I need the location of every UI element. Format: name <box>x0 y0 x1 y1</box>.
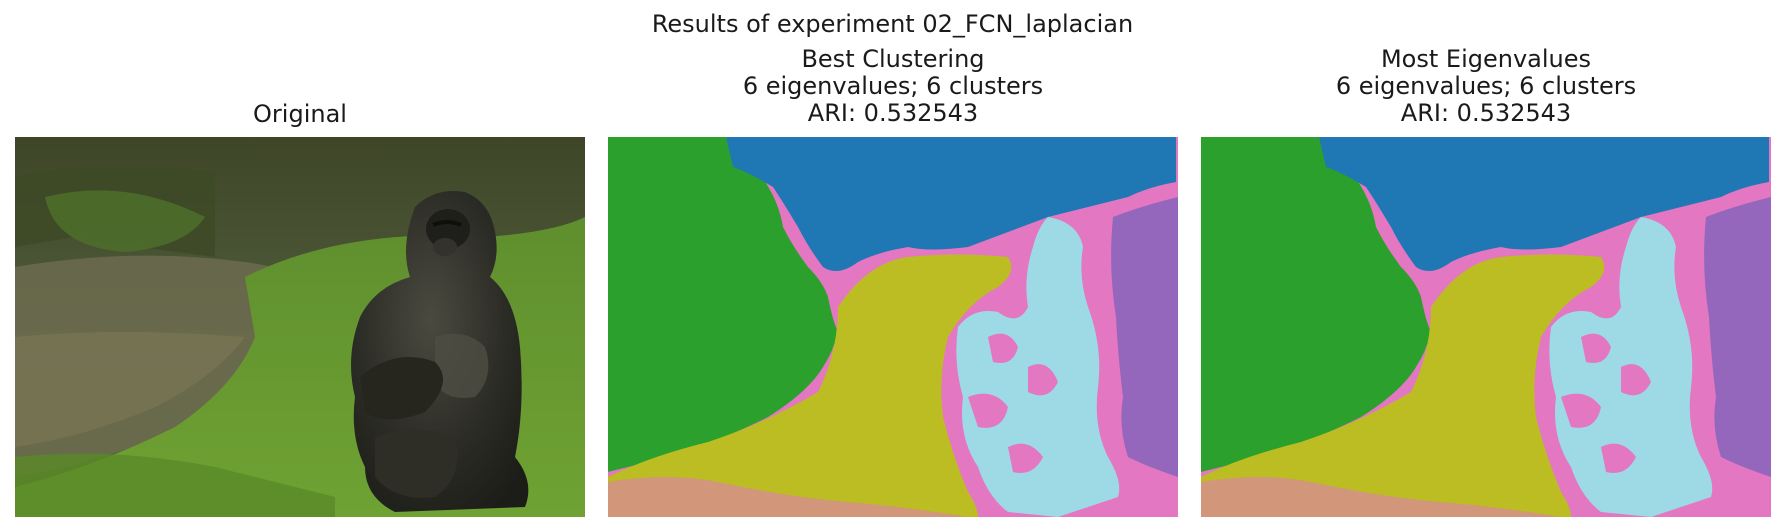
panel-title: Original <box>15 101 585 128</box>
figure-suptitle: Results of experiment 02_FCN_laplacian <box>651 10 1134 38</box>
panel-title-line: 6 eigenvalues; 6 clusters <box>742 72 1044 100</box>
cluster-map-best <box>608 137 1178 517</box>
original-image <box>15 137 585 517</box>
panel-title-line: Original <box>253 100 347 128</box>
panel-title-line: Most Eigenvalues <box>1380 45 1592 73</box>
cluster-map-most <box>1201 137 1771 517</box>
panel-title-line: Best Clustering <box>801 45 985 73</box>
panel-title: Most Eigenvalues 6 eigenvalues; 6 cluste… <box>1201 46 1771 127</box>
panel-title: Best Clustering 6 eigenvalues; 6 cluster… <box>608 46 1178 127</box>
panel-title-line: ARI: 0.532543 <box>1400 99 1572 127</box>
panel-title-line: ARI: 0.532543 <box>807 99 979 127</box>
panel-title-line: 6 eigenvalues; 6 clusters <box>1335 72 1637 100</box>
